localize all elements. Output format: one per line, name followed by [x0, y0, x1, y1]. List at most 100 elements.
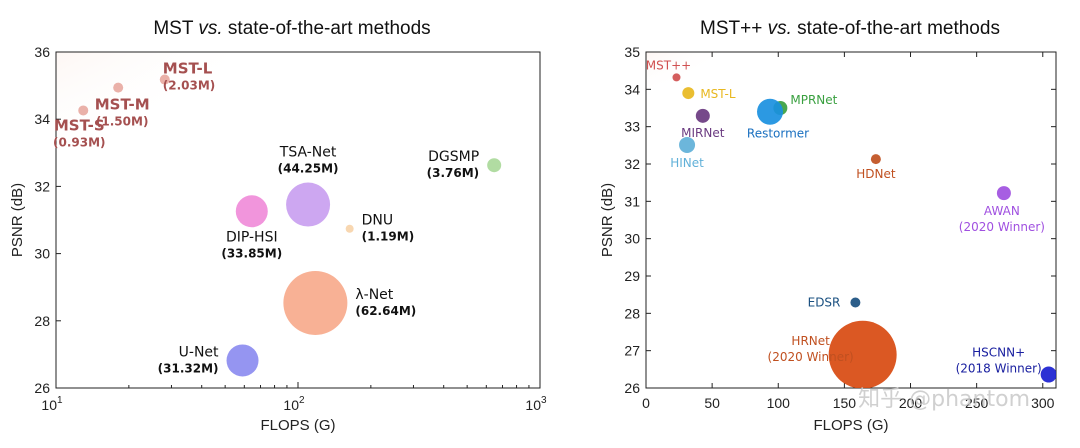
label-name: HSCNN+ [972, 346, 1025, 360]
label-params: (2.03M) [163, 79, 216, 93]
label-u-net: U-Net(31.32M) [158, 344, 219, 375]
left-x-tick-label: 103 [525, 395, 547, 413]
label-params: (44.25M) [278, 162, 339, 176]
label-hdnet: HDNet [856, 167, 896, 181]
point-awan [996, 186, 1011, 201]
right-y-tick-label: 27 [624, 343, 640, 359]
left-y-axis-label: PSNR (dB) [9, 183, 26, 257]
right-x-tick-label: 150 [833, 395, 857, 411]
label-mst-l: MST-L(2.03M) [163, 60, 216, 93]
label-hrnet: HRNet (2020 Winner) [768, 334, 854, 364]
point-dip-hsi [235, 195, 268, 228]
label-name: U-Net [179, 344, 219, 360]
right-y-tick-label: 30 [624, 231, 640, 247]
point-mst-l [682, 87, 695, 100]
right-x-tick-label: 250 [965, 395, 989, 411]
point-hinet [679, 136, 696, 153]
label-name: MST-S [54, 116, 105, 134]
label-dgsmp: DGSMP(3.76M) [427, 149, 480, 180]
point-u-net [226, 344, 259, 377]
label-hinet: HINet [670, 156, 704, 170]
label-name: Restormer [747, 127, 809, 141]
label-subtitle: (2018 Winner) [956, 362, 1042, 376]
left-chart-title: MST vs. state-of-the-art methods [153, 18, 430, 39]
label-mprnet: MPRNet [790, 93, 837, 107]
label-params: (1.50M) [96, 115, 149, 129]
label-params: (1.19M) [362, 230, 415, 244]
right-y-tick-label: 32 [624, 156, 640, 172]
point-mst-s [78, 105, 89, 116]
label-name: EDSR [808, 296, 841, 310]
label-name: MST-L [163, 60, 213, 78]
left-highlight-region [56, 52, 346, 202]
right-x-tick-label: 50 [704, 395, 720, 411]
point-hdnet [870, 154, 881, 165]
right-y-tick-label: 26 [624, 380, 640, 396]
label-dip-hsi: DIP-HSI(33.85M) [221, 229, 282, 260]
point-mst-m [113, 82, 124, 93]
point-tsa-net [286, 182, 331, 227]
right-point-labels: MST++ MST-L MIRNet MPRNet Restormer HINet HDNe… [646, 58, 1045, 375]
label-name: AWAN [984, 204, 1020, 218]
left-points [78, 74, 502, 377]
left-x-tick-label: 102 [283, 395, 305, 413]
point-dgsmp [487, 158, 502, 173]
label-name: DNU [362, 213, 394, 229]
right-x-axis: 0 50 100 150 200 250 300 [642, 52, 1055, 411]
left-y-tick-label: 28 [34, 313, 50, 329]
left-y-axis: 26 28 30 32 34 36 [34, 44, 61, 396]
label-name: DGSMP [428, 149, 479, 165]
left-y-tick-label: 34 [34, 111, 50, 127]
label-name: DIP-HSI [226, 229, 278, 245]
point-edsr [850, 297, 861, 308]
label-params: (0.93M) [53, 135, 106, 149]
right-x-tick-label: 0 [642, 395, 650, 411]
point-restormer [757, 98, 784, 125]
right-panel: MST++ vs. state-of-the-art methods 26272… [599, 18, 1057, 434]
label-mst-m: MST-M(1.50M) [95, 96, 150, 129]
label-name: HINet [670, 156, 704, 170]
label-mst: MST++ [646, 58, 691, 72]
right-x-tick-label: 100 [767, 395, 791, 411]
label-dnu: DNU(1.19M) [362, 213, 415, 244]
right-y-tick-label: 33 [624, 119, 640, 135]
label-name: TSA-Net [279, 145, 337, 161]
left-y-tick-label: 32 [34, 178, 50, 194]
label-subtitle: (2020 Winner) [768, 350, 854, 364]
right-y-tick-label: 29 [624, 268, 640, 284]
right-highlight-region [646, 52, 766, 112]
point-dnu [345, 224, 354, 233]
label-awan: AWAN (2020 Winner) [959, 204, 1045, 234]
right-points [672, 73, 1056, 388]
label-params: (31.32M) [158, 361, 219, 375]
right-x-axis-label: FLOPS (G) [813, 417, 888, 434]
label-name: MST-M [95, 96, 150, 114]
right-y-axis-label: PSNR (dB) [599, 183, 616, 257]
point-hrnet [828, 320, 897, 388]
left-panel: MST vs. state-of-the-art methods 26 28 30 3… [9, 18, 547, 434]
right-x-tick-label: 200 [899, 395, 923, 411]
left-point-labels: MST-S(0.93M)MST-M(1.50M)MST-L(2.03M)TSA-… [53, 60, 479, 376]
point-mst-l [159, 74, 170, 85]
label-hscnn: HSCNN+ (2018 Winner) [956, 346, 1042, 376]
watermark: 知乎 @phantom [858, 387, 1030, 412]
left-y-tick-label: 26 [34, 380, 50, 396]
left-x-tick-label: 101 [41, 395, 63, 413]
label-params: (62.64M) [355, 304, 416, 318]
label-name: MST-L [700, 87, 736, 101]
label-name: MIRNet [681, 126, 725, 140]
right-y-tick-label: 28 [624, 305, 640, 321]
point-hscnn [1040, 366, 1056, 383]
label-tsa-net: TSA-Net(44.25M) [278, 145, 339, 176]
label-restormer: Restormer [747, 127, 809, 141]
label-params: (33.85M) [221, 246, 282, 260]
label-name: λ-Net [355, 287, 393, 303]
label-mst-s: MST-S(0.93M) [53, 116, 106, 149]
label-net: λ-Net(62.64M) [355, 287, 416, 318]
label-mst-l: MST-L [700, 87, 736, 101]
point-mst [672, 73, 681, 82]
left-x-axis: 101 102 103 [41, 382, 547, 413]
label-mirnet: MIRNet [681, 126, 725, 140]
right-x-tick-label: 300 [1031, 395, 1055, 411]
